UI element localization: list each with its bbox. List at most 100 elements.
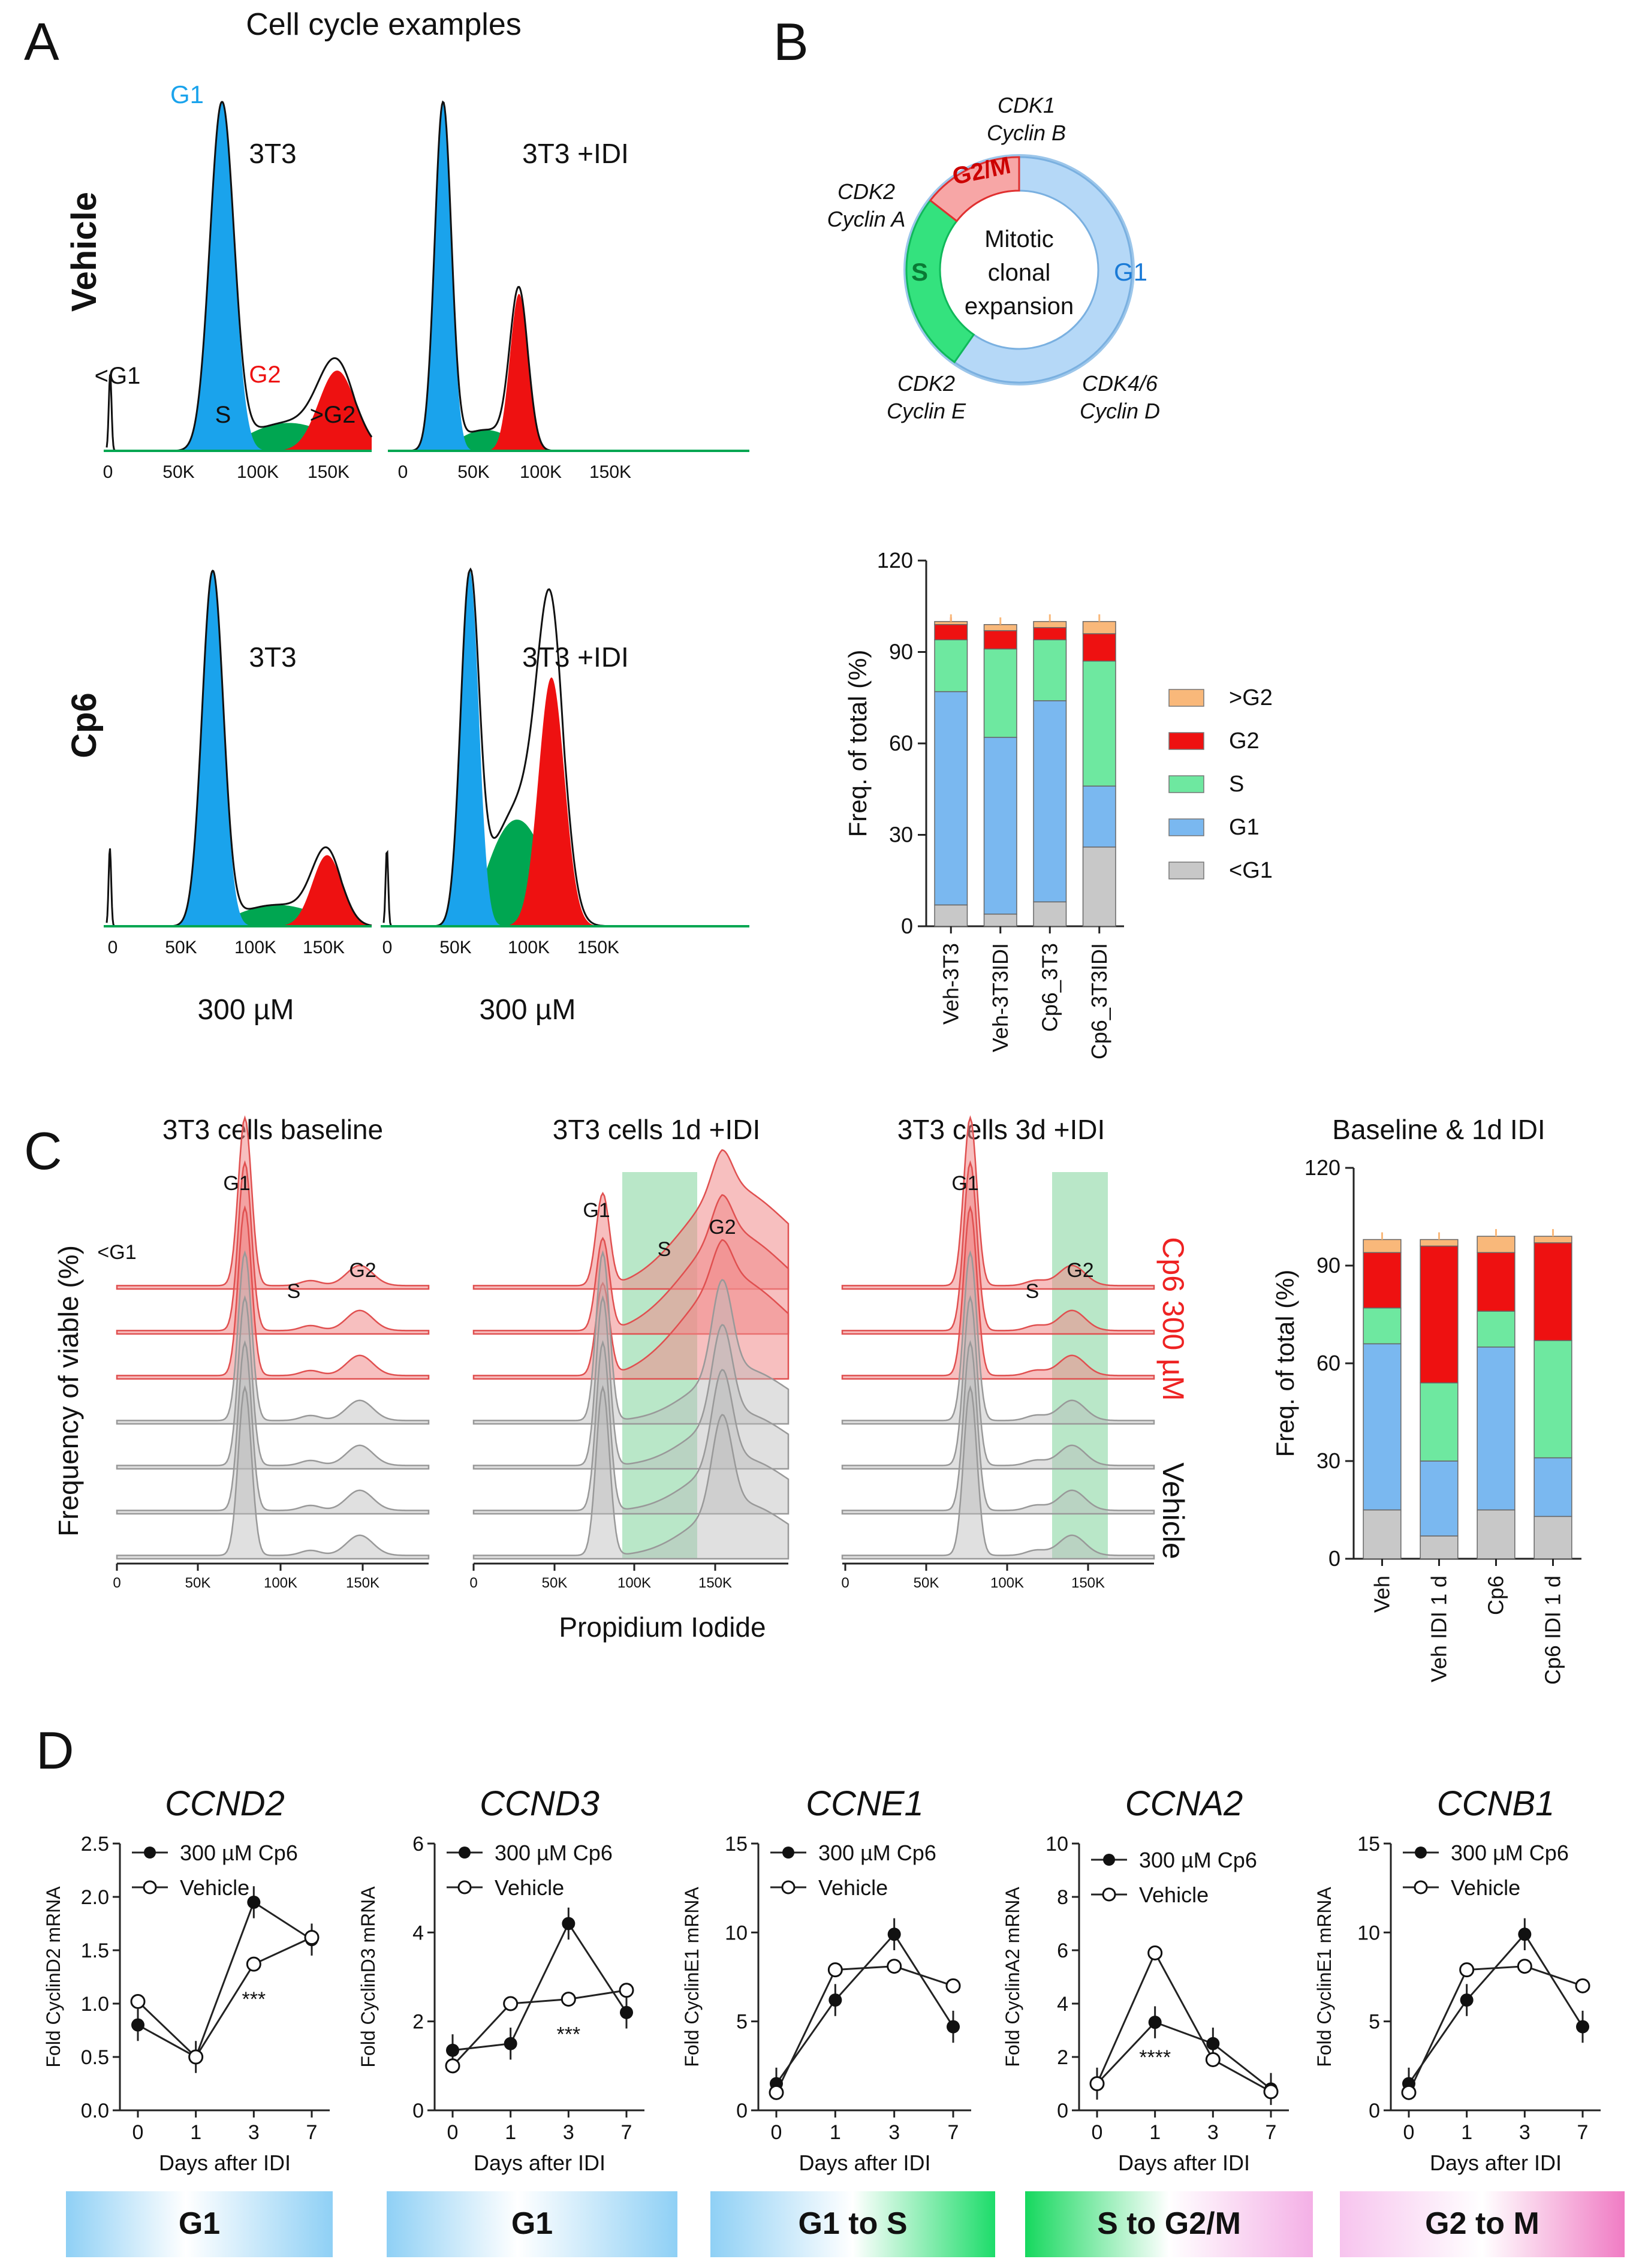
point-cp6 [1206, 2037, 1220, 2050]
x-axis-label: Days after IDI [799, 2150, 930, 2175]
point-vehicle [246, 1956, 261, 1972]
hist-title: 3T3 [249, 641, 296, 673]
x-tick-label: Veh IDI 1 d [1427, 1576, 1451, 1682]
bar-segment [1477, 1236, 1516, 1254]
legend-marker-vehicle [1414, 1880, 1428, 1894]
point-cp6 [446, 2043, 459, 2057]
bar-segment [1082, 847, 1116, 927]
phase-band-label: G1 [511, 2206, 553, 2241]
legend-label: <G1 [1229, 858, 1273, 883]
point-vehicle [1459, 1962, 1475, 1978]
hist-s-area [391, 430, 749, 451]
hist-g1-area [107, 102, 372, 451]
ridge-tick-label: 150K [698, 1575, 732, 1591]
kinase-cdk46: CDK4/6 [1082, 371, 1158, 396]
legend-marker-vehicle [781, 1880, 796, 1894]
point-cp6 [620, 2005, 633, 2019]
ridge-tick-label: 50K [185, 1575, 211, 1591]
x-tick-label: 1 [505, 2121, 516, 2144]
legend-label-cp6: 300 µM Cp6 [1139, 1848, 1257, 1872]
ring-label-s: S [911, 258, 928, 286]
chart-title: CCND3 [480, 1784, 599, 1823]
hist-tick-label: 0 [382, 938, 393, 957]
legend-label-cp6: 300 µM Cp6 [1451, 1841, 1569, 1865]
bar-segment [1533, 1457, 1572, 1517]
bar-segment [1082, 633, 1116, 662]
significance-label: **** [1139, 2046, 1171, 2069]
x-tick-label: Veh-3T3IDI [988, 943, 1013, 1052]
panel-c-title-2: 3T3 cells 1d +IDI [553, 1114, 760, 1145]
ridge-tick-label: 50K [914, 1575, 939, 1591]
y-tick-label: 1.5 [81, 1939, 109, 1962]
bar-segment [1420, 1460, 1459, 1537]
peak-label-g1: G1 [223, 1172, 250, 1195]
point-cp6 [131, 2018, 144, 2032]
ridge-tick-label: 0 [469, 1575, 477, 1591]
row-label-vehicle: Vehicle [65, 192, 104, 312]
kinase-cyclin-d: Cyclin D [1080, 399, 1160, 423]
point-vehicle [1147, 1945, 1163, 1960]
y-tick-label: 4 [1057, 1993, 1068, 2016]
x-tick-label: 3 [888, 2121, 900, 2144]
chart-title: CCNB1 [1437, 1784, 1555, 1823]
x-tick-label: 3 [248, 2121, 260, 2144]
y-axis-label: Fold CyclinA2 mRNA [1002, 1887, 1023, 2067]
panel-c-title-3: 3T3 cells 3d +IDI [897, 1114, 1105, 1145]
label-s: S [215, 402, 231, 428]
hist-tick-label: 100K [234, 938, 276, 957]
bar-segment [983, 624, 1017, 631]
y-tick-label: 4 [412, 1921, 424, 1944]
ridge-cp6 [116, 1115, 430, 1290]
bar-segment [934, 904, 968, 927]
point-cp6 [504, 2037, 517, 2050]
legend-label-cp6: 300 µM Cp6 [818, 1841, 936, 1865]
label-gt-g2: >G2 [310, 402, 356, 428]
ring-label-g1: G1 [1114, 258, 1147, 286]
point-vehicle [769, 2085, 784, 2100]
hist-tick-label: 150K [303, 938, 345, 957]
point-cp6 [1148, 2016, 1162, 2029]
ridge-vehicle [841, 1250, 1155, 1425]
hist-tick-label: 100K [237, 462, 279, 482]
x-tick-label: 7 [1266, 2121, 1277, 2144]
y-tick-label: 0 [1369, 2100, 1380, 2122]
point-vehicle [445, 2058, 460, 2074]
y-tick-label: 2 [412, 2011, 424, 2034]
bar-segment [1477, 1509, 1516, 1559]
point-cp6 [1576, 2020, 1589, 2034]
legend-label: G2 [1229, 728, 1260, 754]
peak-label-g2: G2 [709, 1216, 736, 1239]
y-axis-label: Freq. of total (%) [1271, 1270, 1299, 1457]
phase-band [1025, 2191, 1313, 2257]
hist-tick-label: 50K [165, 938, 197, 957]
label-g1: G1 [170, 80, 204, 109]
legend-marker-cp6 [1415, 1847, 1427, 1859]
center-text-line2: clonal [988, 260, 1051, 286]
legend-label-vehicle: Vehicle [818, 1875, 888, 1900]
ridge-vehicle [841, 1340, 1155, 1515]
chart-title: CCNA2 [1125, 1784, 1243, 1823]
y-tick-label: 1.0 [81, 1993, 109, 2016]
y-tick-label: 60 [1316, 1351, 1340, 1375]
y-tick-label: 0 [412, 2100, 424, 2122]
y-tick-label: 0 [901, 914, 913, 938]
legend-label-vehicle: Vehicle [495, 1875, 564, 1900]
y-tick-label: 120 [1304, 1155, 1340, 1180]
bar-segment [1033, 621, 1067, 628]
legend-swatch [1168, 689, 1204, 707]
row-label-cp6: Cp6 [65, 692, 104, 758]
series-line-vehicle [1096, 1951, 1272, 2093]
bar-segment [1477, 1347, 1516, 1511]
panel-letter-a: A [24, 12, 59, 71]
kinase-cdk2-e: CDK2 [897, 371, 955, 396]
ring-g2m-segment [929, 156, 1020, 222]
peak-label-lt_g1: <G1 [97, 1241, 136, 1264]
panel-c: 3T3 cells baseline 3T3 cells 1d +IDI 3T3… [53, 1114, 1190, 1643]
x-tick-label: 7 [948, 2121, 959, 2144]
histogram-group: 0 50K 100K 150K 3T3 G1 <G1 S G2 >G2 0 50K 100K 150K 3T… [95, 80, 749, 957]
peak-label-g2: G2 [349, 1259, 376, 1282]
y-tick-label: 15 [1357, 1833, 1380, 1856]
bar-segment [1477, 1311, 1516, 1348]
point-vehicle [503, 1996, 519, 2011]
stacked-bar-chart-c: 0 30 60 90 120 Freq. of total (%) Veh Veh IDI 1… [1271, 1155, 1581, 1685]
